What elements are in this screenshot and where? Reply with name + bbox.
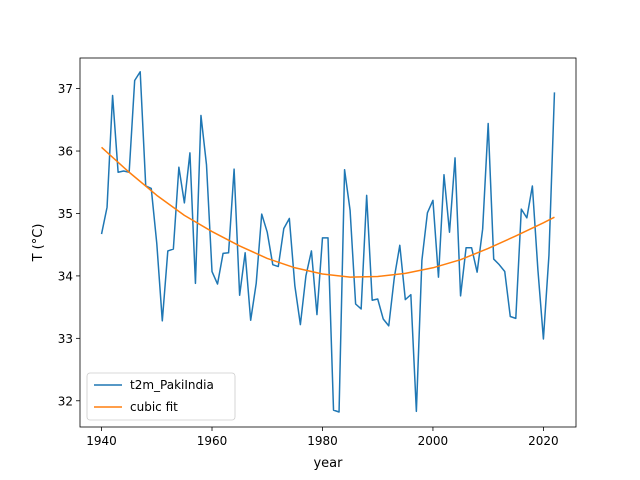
x-tick-label: 1960 xyxy=(197,434,228,448)
legend-label-cubic-fit: cubic fit xyxy=(130,400,178,414)
legend-label-t2m: t2m_PakiIndia xyxy=(130,378,214,392)
legend: t2m_PakiIndia cubic fit xyxy=(86,372,236,421)
x-tick-label: 1940 xyxy=(86,434,117,448)
y-tick-label: 33 xyxy=(58,332,73,346)
axes-frame xyxy=(79,57,577,428)
series-line-t2m-pakiindia xyxy=(100,70,556,413)
x-tick-label: 2000 xyxy=(418,434,449,448)
x-axis-label: year xyxy=(313,456,343,471)
series-line-cubic-fit xyxy=(101,146,555,278)
x-tick-label: 1980 xyxy=(307,434,338,448)
y-tick-label: 36 xyxy=(58,145,73,159)
y-tick-label: 34 xyxy=(58,269,73,283)
plot-area xyxy=(100,70,556,413)
y-axis-label: T (°C) xyxy=(31,224,46,263)
legend-box xyxy=(86,372,236,421)
x-tick-label: 2020 xyxy=(528,434,559,448)
ticks: 1940 1960 1980 2000 2020 32 33 34 35 36 37 xyxy=(58,82,559,448)
y-tick-label: 37 xyxy=(58,82,73,96)
y-tick-label: 35 xyxy=(58,207,73,221)
y-tick-label: 32 xyxy=(58,394,73,408)
